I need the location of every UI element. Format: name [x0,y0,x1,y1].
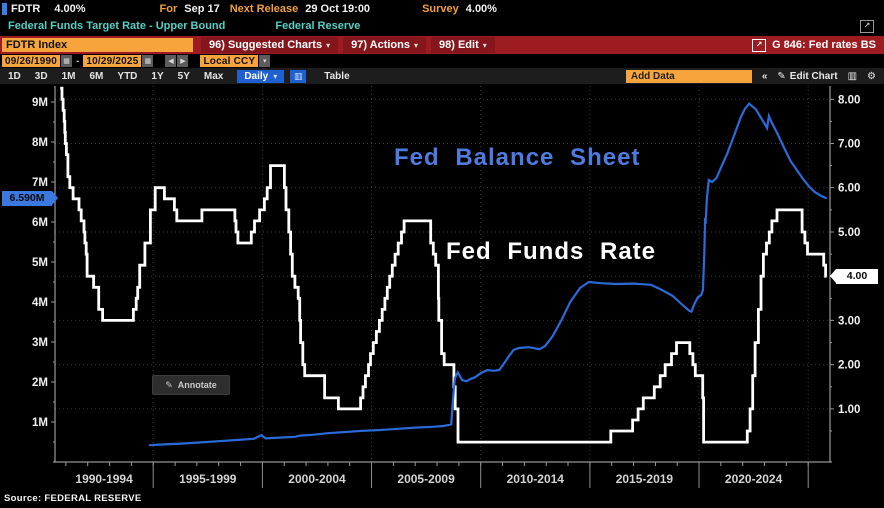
calendar-icon[interactable]: ▦ [61,55,73,67]
open-note-icon[interactable]: ↗ [860,19,874,33]
open-external-icon: ↗ [752,38,767,52]
svg-text:7.00: 7.00 [838,139,860,151]
ticker-input[interactable]: FDTR Index [2,38,193,52]
currency-select[interactable]: Local CCY [200,55,259,67]
svg-text:5.00: 5.00 [838,227,860,239]
period-6m[interactable]: 6M [89,70,104,82]
gear-icon[interactable]: ⚙ [867,70,876,82]
security-description: Federal Funds Target Rate - Upper Bound [8,20,226,32]
svg-text:2.00: 2.00 [838,360,860,372]
chevron-down-icon: ▾ [482,40,487,50]
suggested-charts-menu[interactable]: 96) Suggested Charts ▾ [201,37,339,53]
svg-text:1995-1999: 1995-1999 [179,472,237,486]
last-price: 4.00% [54,2,86,15]
edit-chart-button[interactable]: ✎ Edit Chart [777,70,838,82]
svg-text:2010-2014: 2010-2014 [507,472,565,486]
svg-text:8.00: 8.00 [838,94,860,106]
frequency-select[interactable]: Daily ▾ [237,69,285,83]
svg-text:6.00: 6.00 [838,183,860,195]
svg-text:9M: 9M [32,97,48,109]
saved-chart-link[interactable]: ↗ G 846: Fed rates BS [752,38,876,52]
period-1m[interactable]: 1M [61,70,76,82]
svg-text:3.00: 3.00 [838,315,860,327]
svg-text:2015-2019: 2015-2019 [616,472,674,486]
end-date-input[interactable]: 10/29/2025 [83,55,142,67]
source-line: Source: FEDERAL RESERVE [4,493,142,504]
chevron-down-icon: ▾ [273,71,278,81]
period-5y[interactable]: 5Y [177,70,190,82]
add-data-input[interactable]: Add Data [625,69,752,83]
svg-text:2020-2024: 2020-2024 [725,472,783,486]
chevron-down-icon: ▾ [414,40,419,50]
range-bar: 09/26/1990 ▦ - 10/29/2025 ▦ ◀ ▶ Local CC… [0,54,884,68]
balance-sheet-last-value-tag: 6.590M [2,190,58,206]
chart-toolbar: 1D 3D 1M 6M YTD 1Y 5Y Max Daily ▾ ▥ Tabl… [0,68,884,84]
quote-bar: FDTR 4.00% For Sep 17 Next Release 29 Oc… [0,0,884,17]
svg-text:6M: 6M [32,217,48,229]
next-release-value: 29 Oct 19:00 [305,2,371,15]
edit-menu[interactable]: 98) Edit ▾ [431,37,495,53]
balance-sheet-series-label: Fed Balance Sheet [394,144,641,171]
chevron-down-icon: ▾ [326,40,331,50]
period-ytd[interactable]: YTD [117,70,138,82]
svg-text:2005-2009: 2005-2009 [397,472,455,486]
function-bar: FDTR Index 96) Suggested Charts ▾ 97) Ac… [0,36,884,54]
step-forward-button[interactable]: ▶ [177,55,189,67]
next-release-label: Next Release [229,2,299,15]
fed-funds-series-label: Fed Funds Rate [446,238,657,265]
svg-text:1990-1994: 1990-1994 [75,472,133,486]
ticker-symbol: FDTR [11,2,41,15]
svg-text:2000-2004: 2000-2004 [288,472,346,486]
chart-type-icon[interactable]: ▥ [290,69,307,83]
svg-text:7M: 7M [32,177,48,189]
start-date-input[interactable]: 09/26/1990 [2,55,61,67]
table-button[interactable]: Table [324,70,350,82]
period-1d[interactable]: 1D [8,70,21,82]
period-max[interactable]: Max [203,70,224,82]
step-back-button[interactable]: ◀ [165,55,177,67]
security-bar: Federal Funds Target Rate - Upper Bound … [0,17,884,35]
svg-text:2M: 2M [32,377,48,389]
pencil-icon: ✎ [165,379,173,390]
period-1y[interactable]: 1Y [151,70,164,82]
for-label: For [159,2,178,15]
svg-text:5M: 5M [32,257,48,269]
currency-dropdown-icon[interactable]: ▾ [259,55,271,67]
cursor-block-icon [2,2,7,15]
svg-text:3M: 3M [32,337,48,349]
survey-value: 4.00% [465,2,497,15]
collapse-panel-button[interactable]: « [761,70,768,82]
fed-funds-last-value-tag: 4.00 [830,268,878,284]
survey-label: Survey [422,2,459,15]
pencil-icon: ✎ [777,70,786,82]
svg-text:4M: 4M [32,297,48,309]
date-range-dash: - [76,55,80,67]
svg-text:8M: 8M [32,137,48,149]
period-3d[interactable]: 3D [34,70,48,82]
svg-text:1.00: 1.00 [838,404,860,416]
annotate-button[interactable]: ✎ Annotate [152,375,230,395]
svg-text:1M: 1M [32,417,48,429]
price-chart[interactable]: 9M 8M 7M 6M 5M 4M 3M 2M 1M 8.00 7.00 6.00 5.00 4.00 3.… [0,84,884,508]
actions-menu[interactable]: 97) Actions ▾ [343,37,427,53]
for-date: Sep 17 [184,2,220,15]
security-source: Federal Reserve [275,20,361,32]
mini-chart-icon[interactable]: ▥ [847,70,858,82]
calendar-icon[interactable]: ▦ [142,55,154,67]
